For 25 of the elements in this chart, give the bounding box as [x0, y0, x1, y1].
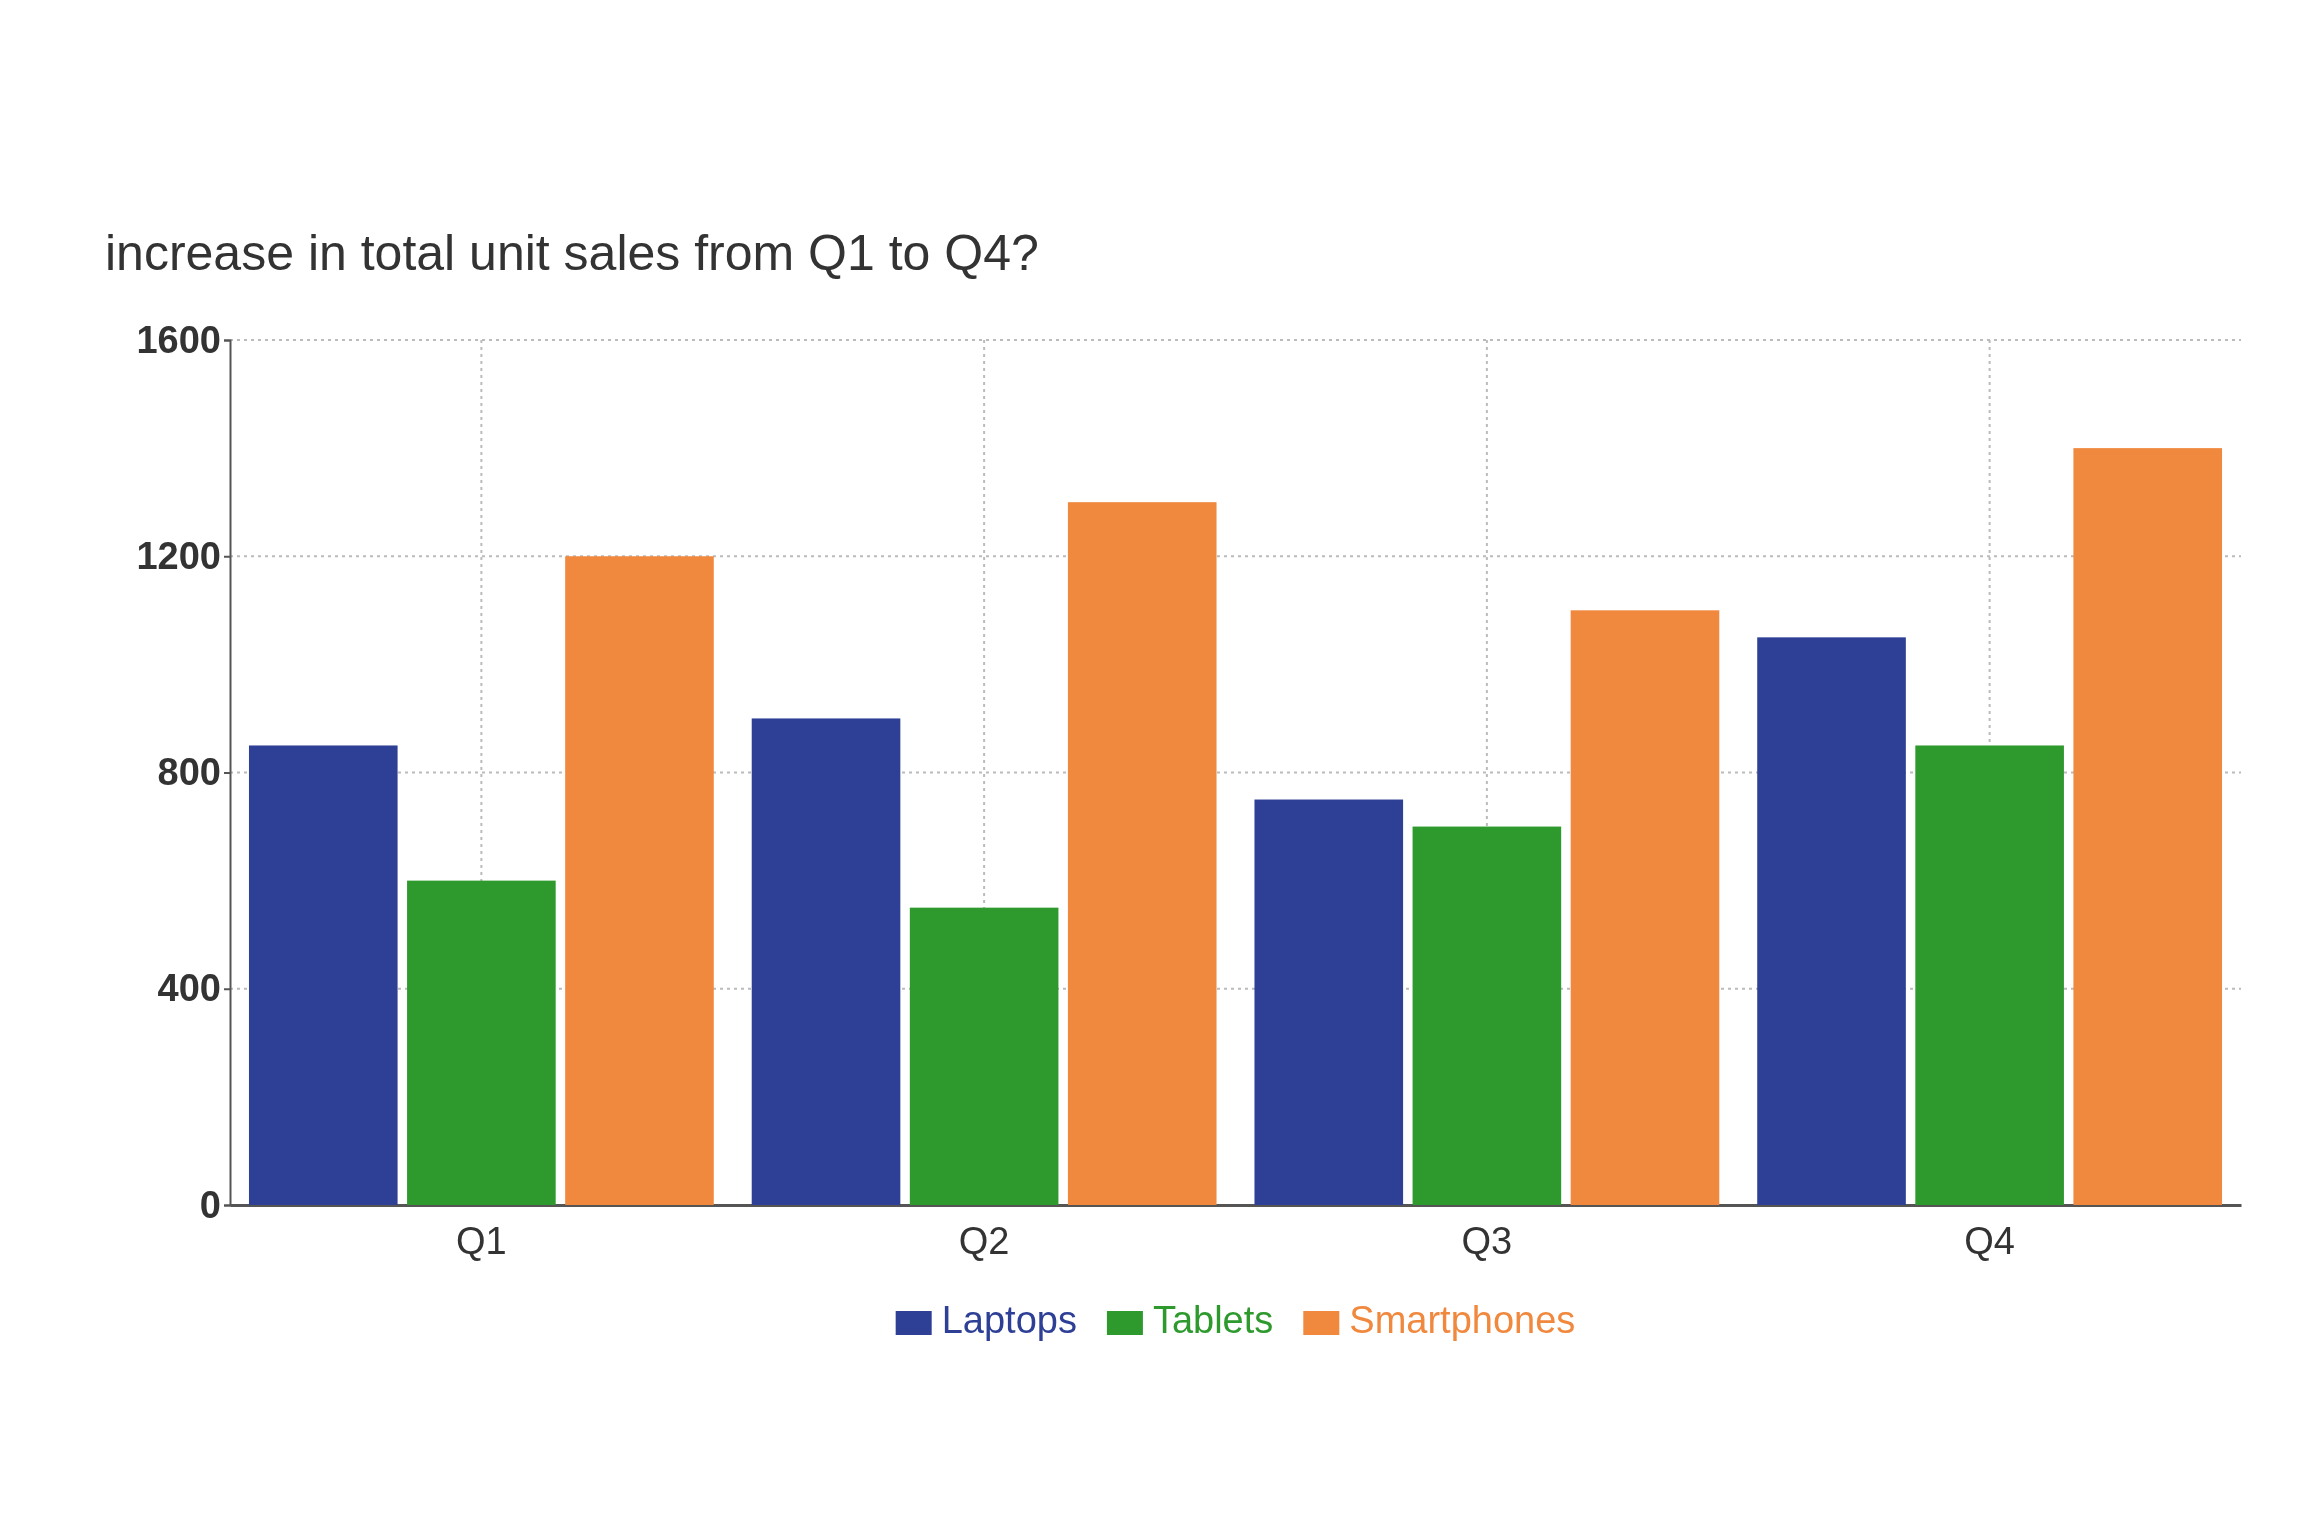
x-tick-label: Q2 — [958, 1219, 1010, 1262]
bar — [1067, 502, 1217, 1205]
y-tick-label: 0 — [199, 1183, 221, 1226]
chart-title: increase in total unit sales from Q1 to Q4? — [105, 225, 1039, 281]
bar — [751, 718, 901, 1205]
x-tick-label: Q3 — [1461, 1219, 1513, 1262]
bar — [1915, 745, 2064, 1205]
bar — [1254, 799, 1404, 1205]
y-tick-label: 1200 — [136, 534, 221, 577]
y-tick-label: 800 — [157, 751, 221, 794]
x-tick-label: Q4 — [1964, 1219, 2015, 1262]
bar — [565, 556, 714, 1205]
bar — [909, 907, 1059, 1205]
bar — [1412, 826, 1562, 1205]
legend-label: Tablets — [1152, 1299, 1274, 1341]
y-tick-label: 1600 — [136, 318, 221, 361]
legend-label: Laptops — [941, 1299, 1077, 1341]
bar — [407, 880, 556, 1205]
bar — [248, 745, 398, 1205]
x-tick-label: Q1 — [456, 1219, 507, 1262]
legend-label: Smartphones — [1349, 1299, 1576, 1341]
bar — [1570, 610, 1720, 1205]
y-tick-label: 400 — [157, 967, 221, 1010]
bar — [2073, 448, 2223, 1205]
bar — [1757, 637, 1906, 1205]
